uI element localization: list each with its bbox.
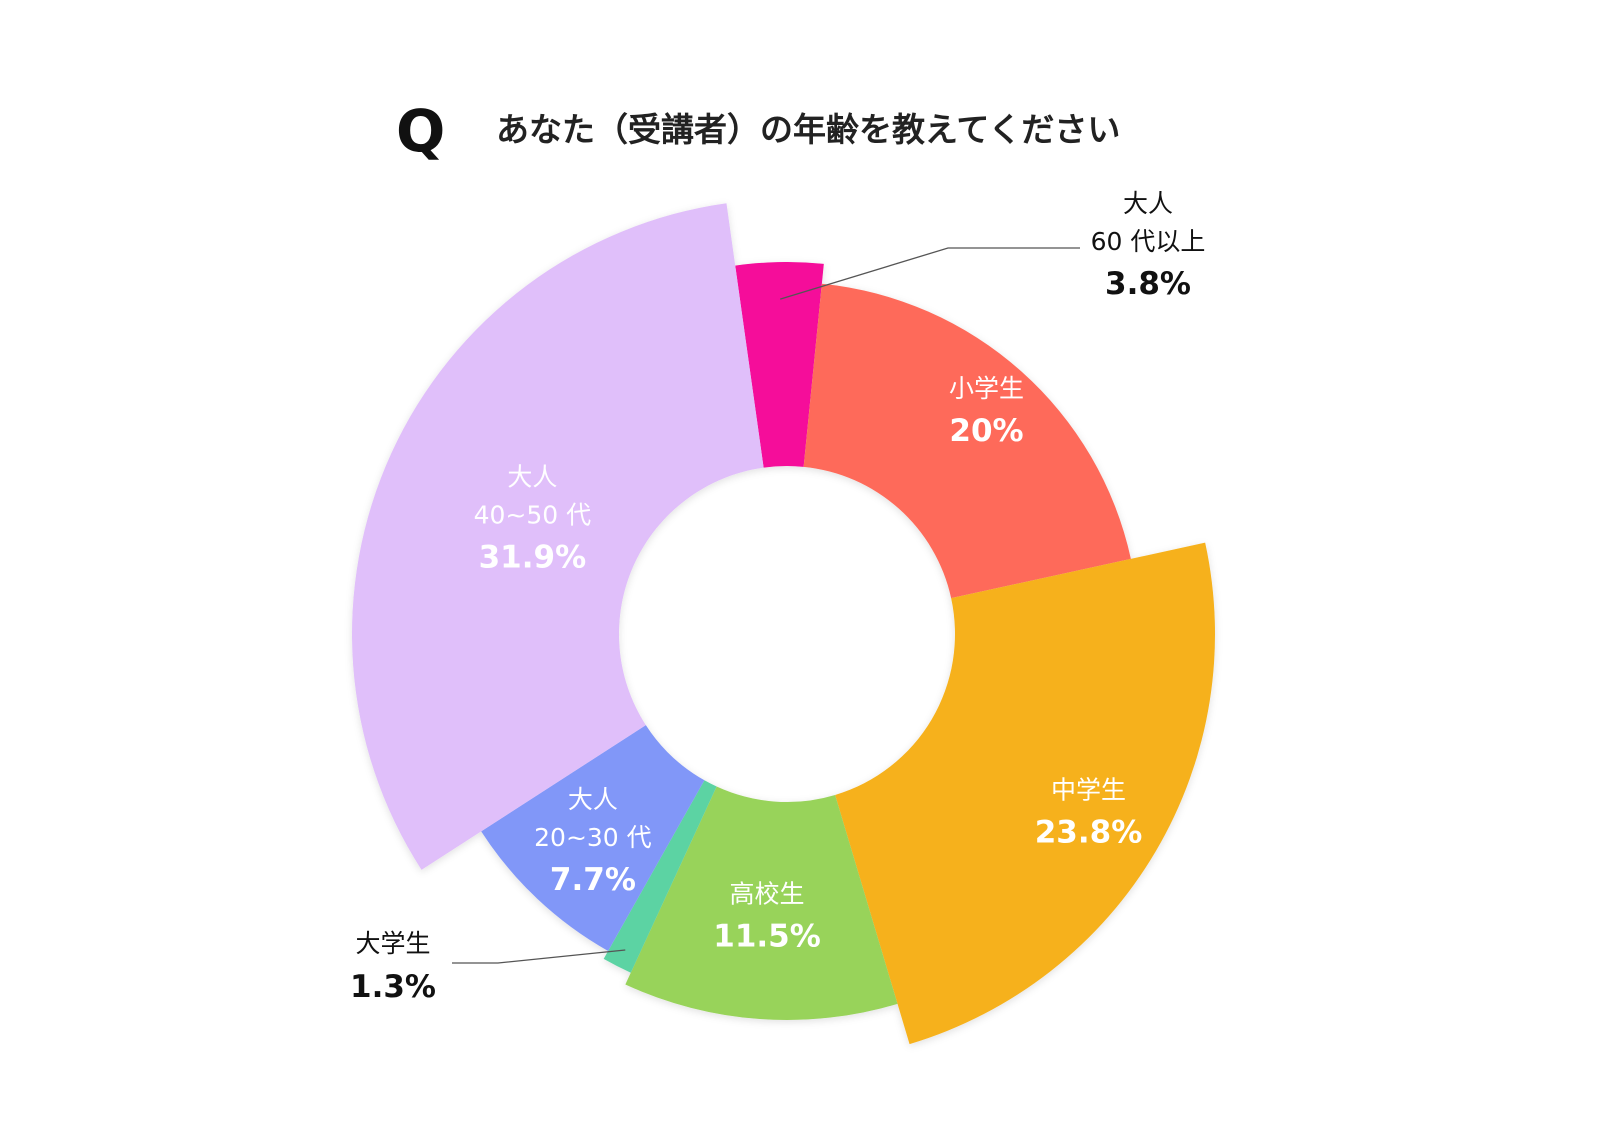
label-junior-high-line-1: 中学生	[1051, 776, 1126, 805]
chart-title-text: あなた（受講者）の年齢を教えてください	[496, 110, 1120, 149]
leader-line-60s	[780, 247, 1080, 300]
slice-labels: 小学生 20% 中学生 23.8% 高校生 11.5% 大人 20~30 代 7.7% 大人 40~…	[350, 189, 1205, 1005]
value-junior-high: 23.8%	[1035, 815, 1143, 851]
leader-line-university	[452, 949, 626, 964]
value-high-school: 11.5%	[713, 918, 821, 954]
label-university-line-1: 大学生	[355, 929, 430, 958]
slice-40-50s	[352, 203, 764, 870]
label-20-30s-line-1: 大人	[568, 785, 618, 814]
label-60s-line-2: 60 代以上	[1091, 227, 1206, 256]
slice-high-school	[625, 786, 898, 1020]
chart-title: Q あなた（受講者）の年齢を教えてください	[396, 97, 1120, 165]
value-40-50s: 31.9%	[479, 540, 587, 576]
slice-junior-high	[835, 542, 1216, 1045]
value-elementary: 20%	[949, 413, 1023, 449]
slice-university	[603, 780, 717, 973]
label-40-50s-line-1: 大人	[507, 463, 557, 492]
label-20-30s-line-2: 20~30 代	[534, 823, 652, 852]
value-60s: 3.8%	[1105, 266, 1191, 302]
label-elementary-line-1: 小学生	[949, 374, 1024, 403]
value-university: 1.3%	[350, 969, 436, 1005]
label-60s-line-1: 大人	[1123, 189, 1173, 218]
title-q-mark: Q	[396, 97, 445, 165]
slice-elementary	[803, 283, 1131, 599]
label-high-school-line-1: 高校生	[730, 879, 805, 908]
slice-60s	[735, 262, 824, 468]
value-20-30s: 7.7%	[550, 862, 636, 898]
leader-lines	[452, 247, 1080, 964]
label-40-50s-line-2: 40~50 代	[474, 501, 592, 530]
slice-20-30s	[481, 725, 705, 951]
donut-slices	[352, 203, 1216, 1045]
